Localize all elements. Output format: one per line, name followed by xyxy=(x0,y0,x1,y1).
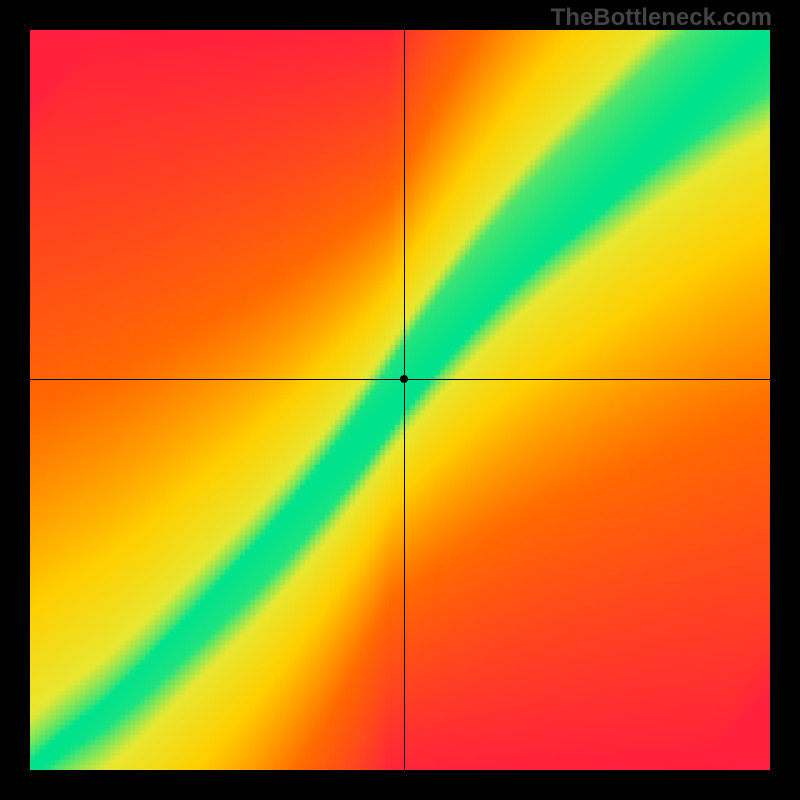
plot-area xyxy=(30,30,770,770)
heatmap-canvas xyxy=(30,30,770,770)
watermark-text: TheBottleneck.com xyxy=(551,4,772,32)
chart-container: TheBottleneck.com xyxy=(0,0,800,800)
crosshair-vertical xyxy=(404,30,405,770)
selected-point-marker xyxy=(400,375,408,383)
